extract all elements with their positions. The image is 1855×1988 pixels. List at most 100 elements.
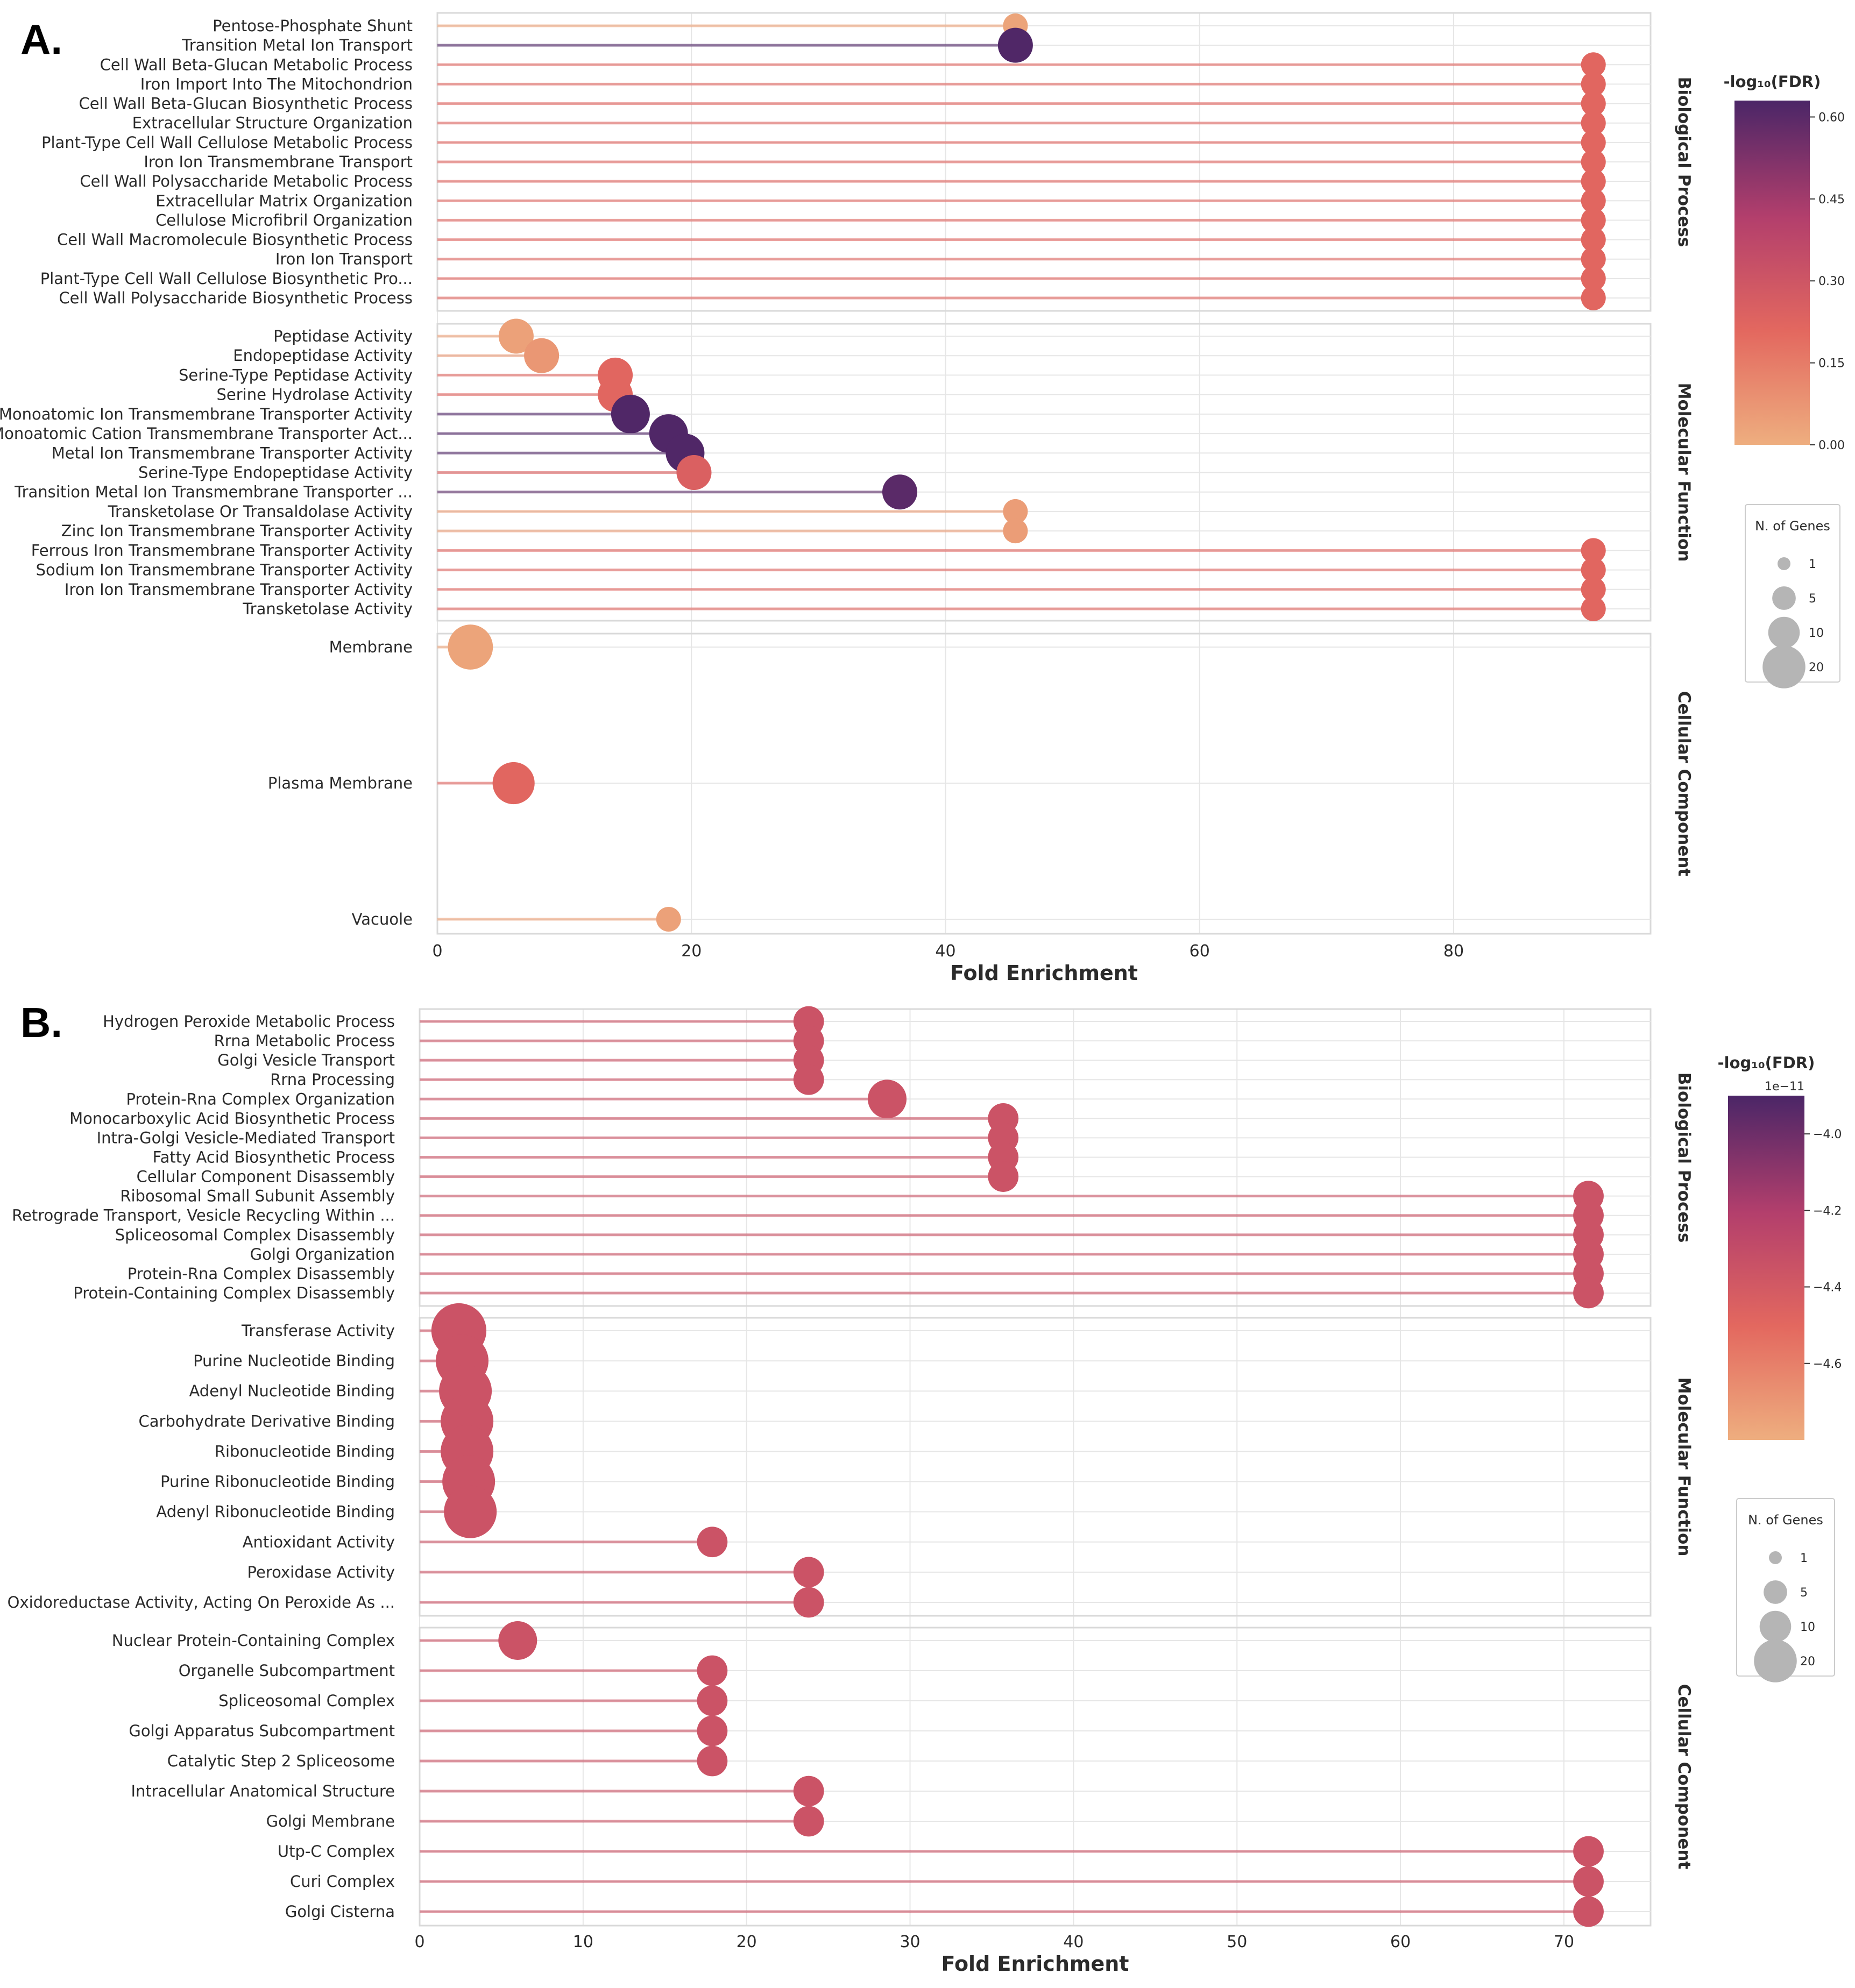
lollipop-point (697, 1745, 728, 1777)
group-biological-process: Biological Process Hydrogen Peroxide Meta… (12, 1006, 1694, 1309)
lollipop-point (697, 1526, 728, 1558)
term-label: Ribosomal Small Subunit Assembly (120, 1187, 395, 1205)
term-label: Ferrous Iron Transmembrane Transporter A… (31, 541, 413, 559)
term-label: Transketolase Or Transaldolase Activity (108, 502, 413, 521)
lollipop-point (676, 455, 712, 491)
term-label: Intra-Golgi Vesicle-Mediated Transport (97, 1128, 395, 1147)
term-label: Fatty Acid Biosynthetic Process (153, 1148, 395, 1167)
lollipop-point (697, 1685, 728, 1716)
term-label: Serine-Type Endopeptidase Activity (138, 464, 413, 482)
term-label: Antioxidant Activity (243, 1533, 395, 1551)
term-label: Cell Wall Beta-Glucan Biosynthetic Proce… (79, 95, 413, 113)
size-legend-marker (1762, 645, 1806, 688)
term-label: Rrna Processing (270, 1070, 395, 1089)
term-label: Protein-Containing Complex Disassembly (73, 1284, 395, 1302)
colorbar-tick-label: 0.15 (1818, 357, 1845, 371)
x-tick-label: 50 (1227, 1933, 1247, 1951)
colorbar-gradient (1728, 1096, 1804, 1440)
term-label: Sodium Ion Transmembrane Transporter Act… (36, 561, 413, 579)
term-label: Spliceosomal Complex Disassembly (115, 1226, 395, 1244)
lollipop-point (492, 762, 535, 805)
colorbar-tick-label: 0.30 (1818, 275, 1845, 288)
colorbar-tick-label: −4.6 (1813, 1358, 1842, 1371)
lollipop-point (1581, 597, 1606, 621)
lollipop-point (882, 474, 918, 510)
term-label: Plant-Type Cell Wall Cellulose Biosynthe… (40, 269, 413, 288)
x-axis-label: Fold Enrichment (941, 1952, 1129, 1976)
lollipop-point (1581, 266, 1606, 291)
term-label: Extracellular Structure Organization (132, 114, 413, 132)
lollipop-point (1581, 246, 1606, 272)
lollipop-point (1573, 1836, 1604, 1867)
x-tick-label: 80 (1443, 942, 1464, 961)
x-tick-label: 60 (1190, 942, 1210, 961)
term-label: Monocarboxylic Acid Biosynthetic Process (69, 1109, 395, 1127)
size-legend: N. of Genes 1 5 10 20 (1745, 504, 1840, 688)
term-label: Golgi Apparatus Subcompartment (129, 1722, 395, 1740)
group-cellular-component: Cellular Component Nuclear Protein-Contai… (112, 1621, 1694, 1927)
x-tick-label: 20 (681, 942, 702, 961)
size-legend-title: N. of Genes (1748, 1513, 1823, 1528)
term-label: Membrane (329, 638, 413, 656)
size-legend-marker (1768, 616, 1800, 649)
term-label: Transferase Activity (241, 1322, 395, 1340)
term-label: Ribonucleotide Binding (215, 1442, 395, 1460)
size-legend-marker (1759, 1610, 1792, 1643)
lollipop-point (611, 394, 650, 434)
term-label: Intracellular Anatomical Structure (131, 1782, 395, 1800)
term-label: Transition Metal Ion Transport (181, 36, 413, 54)
lollipop-point (1581, 286, 1606, 310)
term-label: Serine-Type Peptidase Activity (179, 366, 413, 384)
colorbar-tick-label: −4.0 (1813, 1128, 1842, 1141)
x-tick-label: 70 (1554, 1933, 1574, 1951)
panel-b-chart: Biological Process Hydrogen Peroxide Meta… (8, 1006, 1842, 1976)
group-frame (419, 1627, 1652, 1927)
group-molecular-function: Molecular Function Peptidase ActivityEndo… (0, 318, 1694, 622)
x-tick-label: 0 (414, 1933, 424, 1951)
lollipop-point (1581, 557, 1606, 583)
size-legend-marker (1778, 557, 1790, 570)
colorbar-offset-label: 1e−11 (1765, 1080, 1804, 1094)
lollipop-point (1573, 1277, 1604, 1309)
x-tick-label: 60 (1390, 1933, 1411, 1951)
lollipop-point (793, 1587, 824, 1618)
lollipop-point (868, 1080, 907, 1119)
term-label: Catalytic Step 2 Spliceosome (167, 1752, 395, 1770)
term-label: Nuclear Protein-Containing Complex (112, 1631, 395, 1650)
term-label: Golgi Vesicle Transport (217, 1051, 395, 1069)
term-label: Cellular Component Disassembly (137, 1168, 395, 1186)
size-legend-label: 20 (1800, 1655, 1815, 1668)
panel-a-chart: Biological Process Pentose-Phosphate Shun… (0, 12, 1845, 985)
term-label: Cell Wall Polysaccharide Biosynthetic Pr… (59, 289, 413, 307)
term-label: Adenyl Ribonucleotide Binding (156, 1503, 395, 1521)
lollipop-point (997, 27, 1033, 63)
group-label: Molecular Function (1674, 383, 1694, 562)
size-legend-marker (1754, 1639, 1797, 1682)
term-label: Iron Import Into The Mitochondrion (140, 75, 413, 93)
lollipop-point (448, 624, 493, 670)
term-label: Golgi Membrane (266, 1812, 395, 1830)
panel-b-letter: B. (20, 999, 62, 1046)
group-molecular-function: Molecular Function Transferase Activity Pu… (8, 1303, 1694, 1618)
term-label: Iron Ion Transmembrane Transporter Activ… (65, 580, 413, 599)
group-label: Biological Process (1674, 1073, 1694, 1243)
term-label: Protein-Rna Complex Organization (126, 1090, 395, 1108)
lollipop-point (1581, 577, 1606, 602)
colorbar-tick-label: −4.2 (1813, 1204, 1842, 1218)
lollipop-point (1581, 169, 1606, 194)
lollipop-point (1581, 72, 1606, 97)
panel-a-letter: A. (20, 16, 62, 63)
lollipop-point (697, 1715, 728, 1746)
group-label: Cellular Component (1674, 1684, 1694, 1870)
size-legend-label: 10 (1800, 1621, 1815, 1634)
lollipop-point (793, 1064, 824, 1095)
lollipop-point (1581, 538, 1606, 563)
size-legend: N. of Genes 1 5 10 20 (1736, 1498, 1835, 1682)
group-biological-process: Biological Process Pentose-Phosphate Shun… (40, 12, 1694, 312)
lollipop-point (656, 907, 681, 932)
size-legend-label: 20 (1809, 661, 1824, 674)
size-legend-label: 10 (1809, 627, 1824, 640)
term-label: Cell Wall Macromolecule Biosynthetic Pro… (57, 231, 413, 249)
colorbar-tick-label: 0.45 (1818, 193, 1845, 207)
lollipop-point (697, 1655, 728, 1686)
